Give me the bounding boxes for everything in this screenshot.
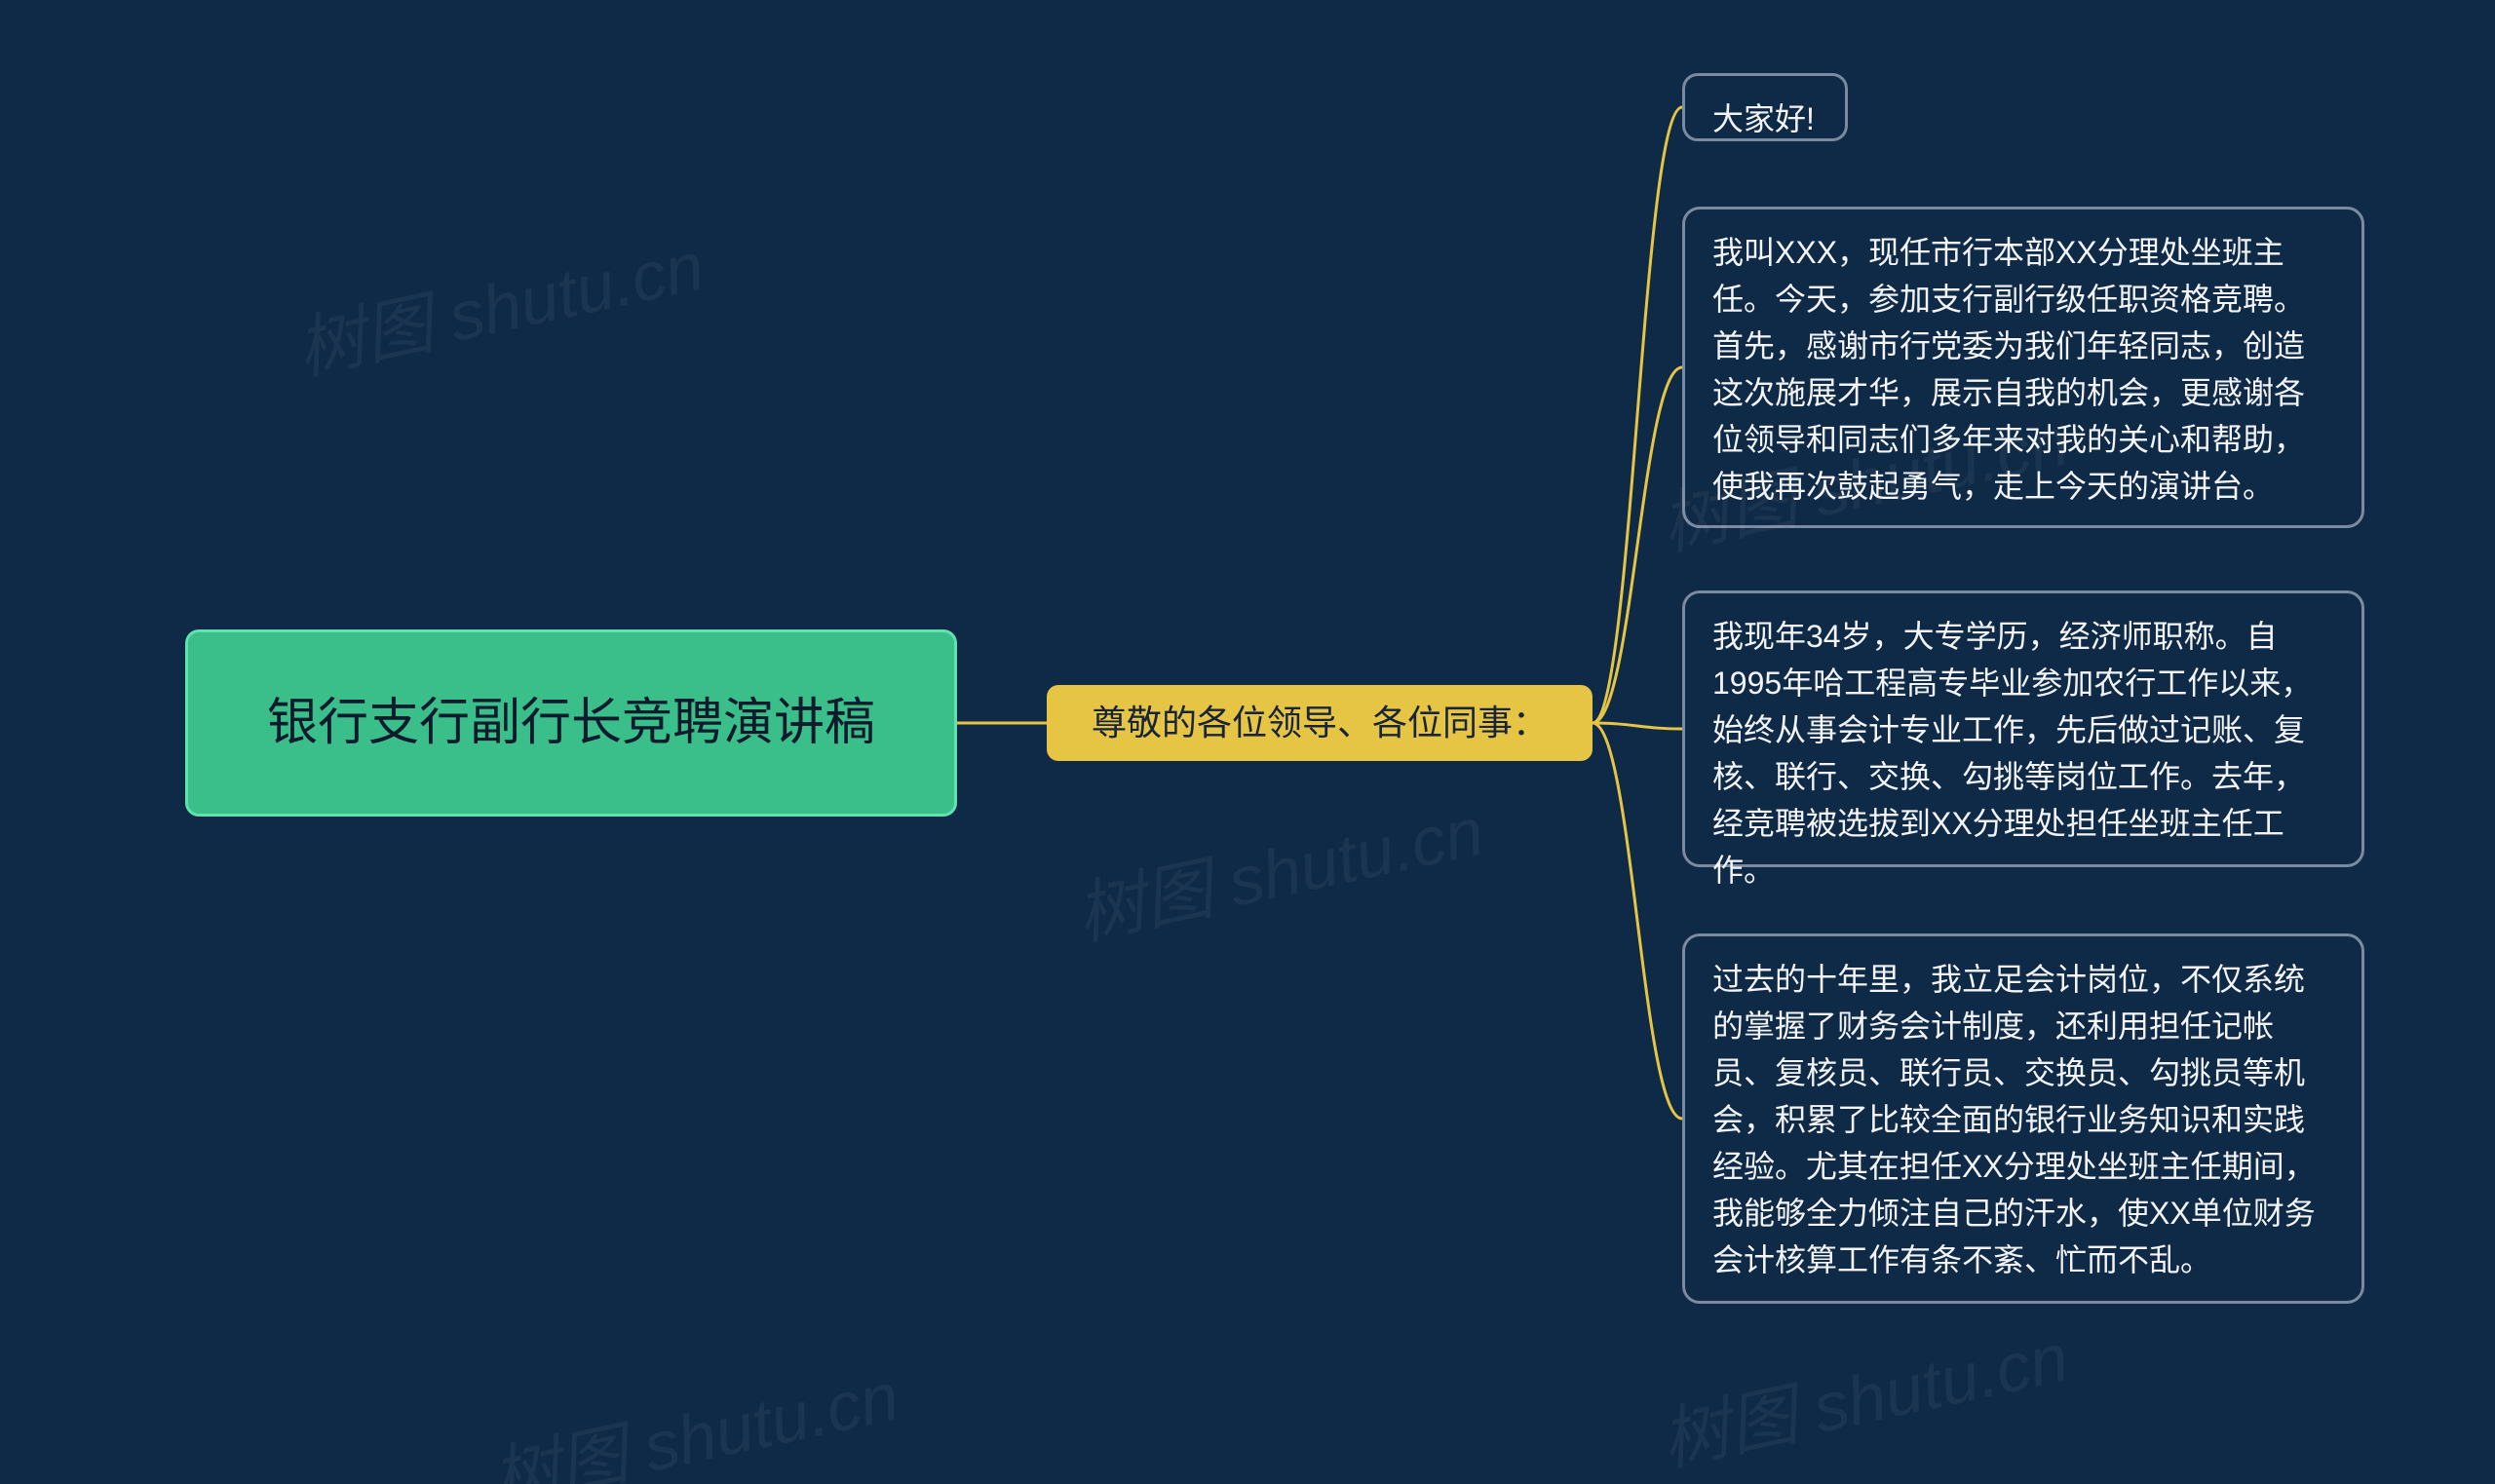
mindmap-canvas: 银行支行副行长竞聘演讲稿 尊敬的各位领导、各位同事： 大家好! 我叫XXX，现任… [0, 0, 2495, 1484]
leaf-node-1-text: 大家好! [1712, 95, 1818, 142]
root-node-text: 银行支行副行长竞聘演讲稿 [267, 685, 875, 761]
leaf-node-3[interactable]: 我现年34岁，大专学历，经济师职称。自1995年哈工程高专毕业参加农行工作以来，… [1682, 590, 2364, 867]
watermark: 树图 shutu.cn [481, 1342, 906, 1484]
watermark: 树图 shutu.cn [1066, 777, 1491, 959]
mid-node-text: 尊敬的各位领导、各位同事： [1092, 697, 1548, 749]
leaf-node-1[interactable]: 大家好! [1682, 73, 1848, 141]
watermark: 树图 shutu.cn [287, 211, 711, 394]
root-node[interactable]: 银行支行副行长竞聘演讲稿 [185, 629, 957, 817]
leaf-node-4[interactable]: 过去的十年里，我立足会计岗位，不仅系统的掌握了财务会计制度，还利用担任记帐员、复… [1682, 933, 2364, 1304]
leaf-node-4-text: 过去的十年里，我立足会计岗位，不仅系统的掌握了财务会计制度，还利用担任记帐员、复… [1712, 956, 2334, 1283]
leaf-node-3-text: 我现年34岁，大专学历，经济师职称。自1995年哈工程高专毕业参加农行工作以来，… [1712, 613, 2334, 894]
leaf-node-2-text: 我叫XXX，现任市行本部XX分理处坐班主任。今天，参加支行副行级任职资格竞聘。首… [1712, 229, 2334, 510]
mid-node[interactable]: 尊敬的各位领导、各位同事： [1047, 685, 1593, 761]
leaf-node-2[interactable]: 我叫XXX，现任市行本部XX分理处坐班主任。今天，参加支行副行级任职资格竞聘。首… [1682, 207, 2364, 528]
watermark: 树图 shutu.cn [1651, 1303, 2076, 1484]
